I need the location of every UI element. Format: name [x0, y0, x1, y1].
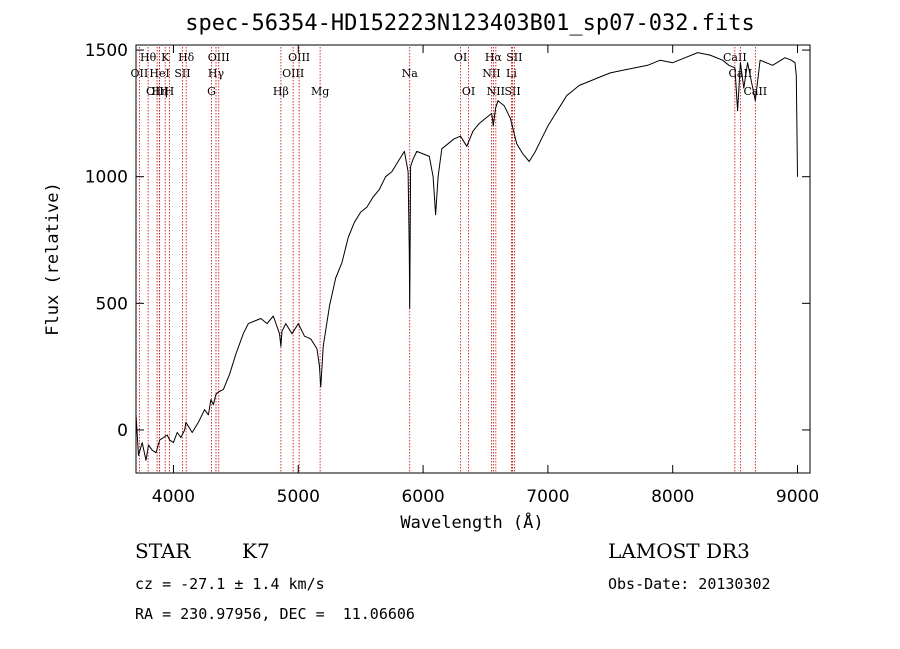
x-tick-label: 4000 [152, 487, 195, 507]
line-marker-label: HeI [149, 67, 169, 80]
x-tick-label: 9000 [776, 487, 819, 507]
survey-name: LAMOST DR3 [608, 539, 750, 563]
line-marker-label: OI [462, 85, 475, 98]
line-marker-label: OI [454, 51, 467, 64]
line-marker-label: Hβ [273, 85, 289, 98]
x-tick-label: 7000 [526, 487, 569, 507]
y-tick-label: 500 [96, 294, 128, 314]
object-subclass: K7 [242, 539, 270, 563]
line-marker-layer: OIIHθOIIIHηHeIKHSIIHδGHγOIIIHβOIIIOIIIMg… [131, 47, 767, 472]
line-marker-label: NII [482, 67, 500, 80]
line-marker-label: Hγ [208, 67, 225, 80]
line-marker-label: Hα [485, 51, 503, 64]
line-marker-label: OIII [146, 85, 168, 98]
line-marker-label: G [207, 85, 216, 98]
redshift-cz: cz = -27.1 ± 1.4 km/s [135, 575, 325, 593]
chart-title: spec-56354-HD152223N123403B01_sp07-032.f… [185, 11, 755, 36]
ra-dec-coordinates: RA = 230.97956, DEC = 11.06606 [135, 605, 415, 623]
y-tick-label: 1000 [85, 168, 128, 188]
line-marker-label: H [165, 85, 175, 98]
x-axis-title: Wavelength (Å) [400, 511, 543, 533]
y-axis-title: Flux (relative) [43, 182, 63, 336]
line-marker-label: SII [504, 85, 520, 98]
line-marker-label: NII [487, 85, 505, 98]
y-tick-label: 1500 [85, 41, 128, 61]
spectrum-line [135, 52, 798, 461]
line-marker-label: K [161, 51, 170, 64]
plot-frame [135, 44, 811, 474]
line-marker-label: OIII [288, 51, 310, 64]
x-tick-label: 5000 [277, 487, 320, 507]
x-tick-label: 8000 [651, 487, 694, 507]
line-marker-label: CaII [723, 51, 747, 64]
object-class: STAR [135, 539, 191, 563]
line-marker-label: SII [506, 51, 522, 64]
line-marker-label: SII [174, 67, 190, 80]
line-marker-label: Mg [311, 85, 329, 98]
line-marker-label: OIII [208, 51, 230, 64]
line-marker-label: Hη [151, 85, 167, 98]
line-marker-label: OIII [282, 67, 304, 80]
spectrum-series-layer [135, 52, 798, 461]
axis-tick-layer: 4000 5000 6000 7000 8000 9000 0 500 1000 1500 [85, 41, 819, 507]
observation-date: Obs-Date: 20130302 [608, 575, 771, 593]
x-tick-label: 6000 [401, 487, 444, 507]
line-marker-label: Hδ [178, 51, 195, 64]
line-marker-label: CaII [743, 85, 767, 98]
line-marker-label: Li [506, 67, 517, 80]
line-marker-label: OII [131, 67, 149, 80]
y-tick-label: 0 [117, 421, 128, 441]
line-marker-label: Na [402, 67, 419, 80]
line-marker-label: Hθ [140, 51, 157, 64]
